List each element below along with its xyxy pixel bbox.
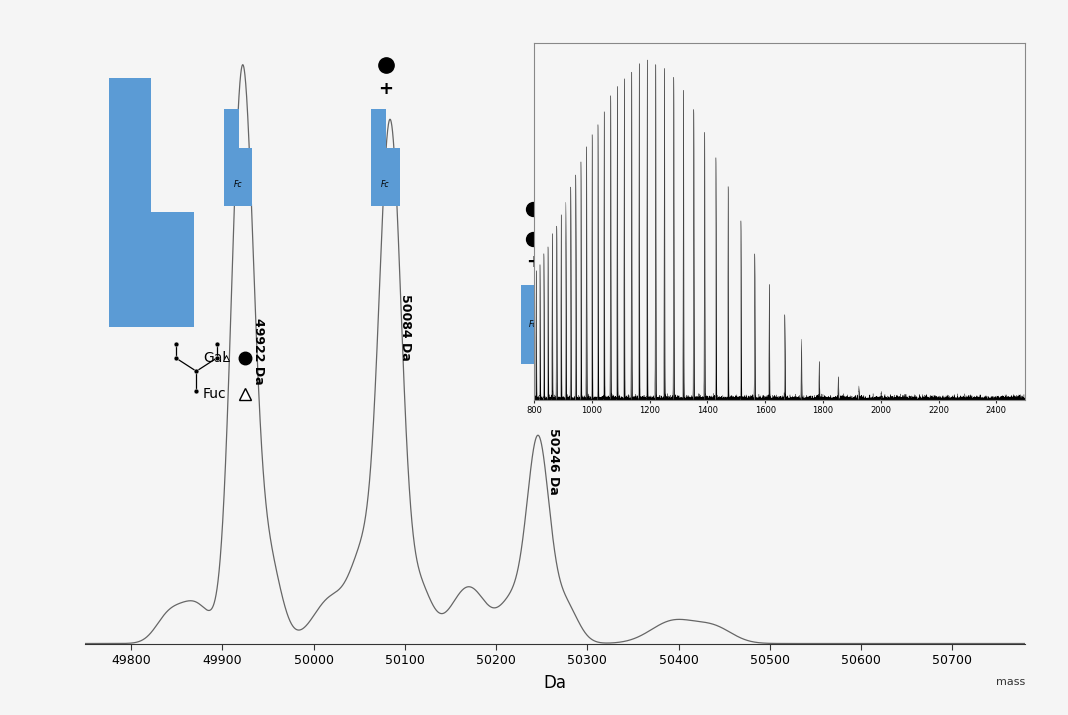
- Text: Fc: Fc: [529, 320, 537, 329]
- Text: 50246 Da: 50246 Da: [547, 428, 560, 495]
- Polygon shape: [520, 285, 546, 364]
- Text: +: +: [525, 253, 540, 271]
- X-axis label: Da: Da: [544, 674, 567, 692]
- Polygon shape: [109, 79, 193, 327]
- Text: Fc: Fc: [381, 180, 390, 189]
- Text: 50084 Da: 50084 Da: [399, 294, 412, 361]
- Polygon shape: [223, 109, 252, 206]
- Text: Fuc: Fuc: [203, 388, 226, 401]
- Text: mass: mass: [996, 677, 1025, 687]
- Text: +: +: [378, 80, 393, 98]
- Text: Gal: Gal: [203, 351, 226, 365]
- Polygon shape: [372, 109, 399, 206]
- Text: Fc: Fc: [234, 180, 242, 189]
- Text: 49922 Da: 49922 Da: [251, 318, 265, 385]
